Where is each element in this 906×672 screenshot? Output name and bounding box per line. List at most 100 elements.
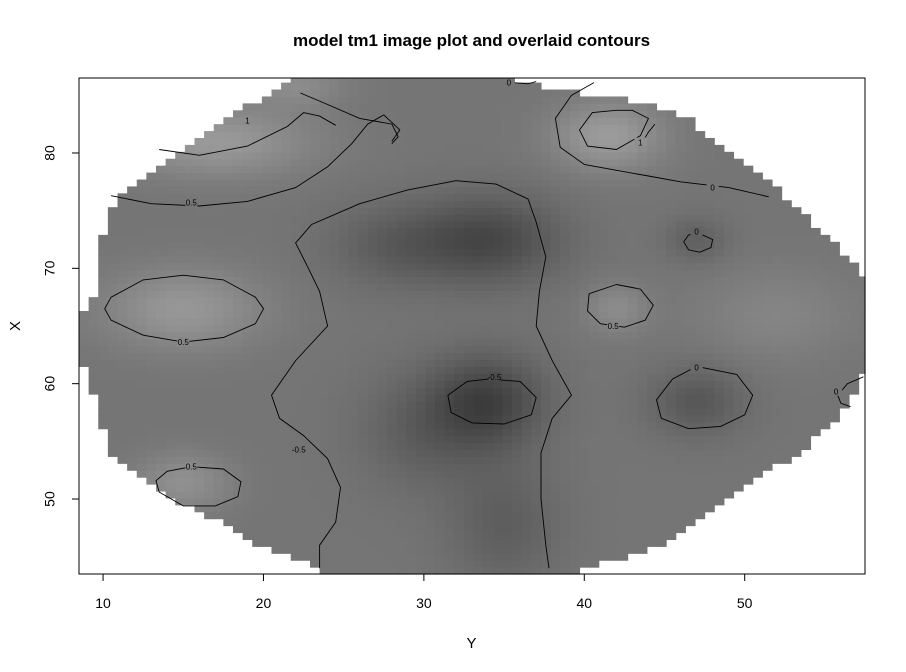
image-cell (165, 428, 176, 437)
image-cell (88, 317, 99, 326)
y-tick-label: 70 (42, 260, 58, 276)
image-cell (656, 186, 667, 194)
image-cell (723, 248, 735, 257)
image-cell (358, 304, 369, 312)
image-cell (127, 234, 138, 243)
image-cell (300, 158, 311, 167)
image-cell (213, 414, 224, 423)
image-cell (435, 311, 446, 319)
image-cell (521, 539, 532, 547)
image-cell (637, 193, 648, 201)
image-cell (666, 449, 677, 457)
image-cell (781, 214, 792, 222)
image-cell (656, 511, 667, 520)
image-cell (165, 193, 176, 201)
image-cell (127, 414, 138, 423)
image-cell (781, 352, 792, 361)
image-cell (492, 297, 504, 305)
image-cell (454, 96, 465, 104)
image-cell (791, 221, 802, 229)
image-cell (425, 214, 436, 222)
image-cell (281, 331, 292, 340)
image-cell (579, 338, 590, 347)
image-cell (666, 304, 677, 312)
image-cell (666, 269, 677, 277)
image-cell (733, 394, 744, 402)
image-cell (617, 241, 629, 250)
image-cell (531, 338, 542, 347)
image-cell (540, 449, 552, 457)
image-cell (531, 400, 542, 409)
image-cell (694, 297, 706, 305)
image-cell (733, 387, 744, 395)
image-cell (223, 255, 234, 264)
image-cell (646, 255, 658, 264)
image-cell (685, 373, 696, 381)
image-cell (290, 227, 301, 236)
image-cell (261, 234, 273, 243)
image-cell (714, 400, 725, 409)
image-cell (637, 546, 648, 554)
image-cell (810, 276, 821, 284)
image-cell (223, 248, 234, 257)
image-cell (762, 435, 773, 444)
image-cell (329, 394, 340, 402)
image-cell (386, 380, 398, 388)
image-cell (560, 407, 571, 416)
image-cell (358, 380, 369, 388)
image-cell (444, 532, 455, 540)
image-cell (829, 317, 840, 326)
image-cell (531, 96, 542, 104)
image-cell (415, 387, 427, 395)
image-cell (512, 144, 523, 153)
image-cell (598, 221, 609, 229)
image-cell (714, 352, 725, 361)
image-cell (531, 435, 542, 444)
image-cell (646, 456, 658, 464)
image-cell (232, 359, 244, 367)
image-cell (396, 179, 407, 188)
image-cell (329, 345, 340, 354)
image-cell (261, 283, 273, 291)
image-cell (406, 421, 417, 430)
image-cell (608, 442, 619, 451)
image-cell (820, 248, 831, 257)
image-cell (146, 214, 157, 222)
image-cell (608, 131, 619, 139)
image-cell (675, 200, 686, 208)
image-cell (666, 525, 677, 534)
image-cell (473, 172, 484, 181)
image-cell (656, 539, 667, 547)
image-cell (637, 172, 648, 181)
image-cell (598, 532, 609, 540)
image-cell (512, 234, 523, 243)
image-cell (704, 248, 715, 257)
image-cell (608, 407, 619, 416)
image-cell (694, 193, 706, 201)
image-cell (329, 553, 340, 561)
image-cell (540, 200, 552, 208)
image-cell (598, 394, 609, 402)
image-cell (386, 567, 398, 575)
image-cell (281, 207, 292, 215)
image-cell (232, 172, 244, 181)
image-cell (463, 511, 475, 520)
image-cell (723, 352, 735, 361)
image-cell (694, 345, 706, 354)
image-cell (319, 380, 330, 388)
image-cell (213, 338, 224, 347)
image-cell (743, 179, 754, 188)
image-cell (319, 165, 330, 174)
image-cell (627, 484, 638, 492)
image-cell (483, 373, 494, 381)
contour-label: 0.5 (178, 338, 190, 347)
image-cell (406, 137, 417, 146)
image-cell (242, 144, 253, 153)
image-cell (810, 414, 821, 423)
image-cell (743, 262, 754, 271)
image-cell (646, 262, 658, 271)
image-cell (685, 214, 696, 222)
image-cell (204, 290, 215, 298)
image-cell (425, 338, 436, 347)
image-cell (714, 366, 725, 374)
